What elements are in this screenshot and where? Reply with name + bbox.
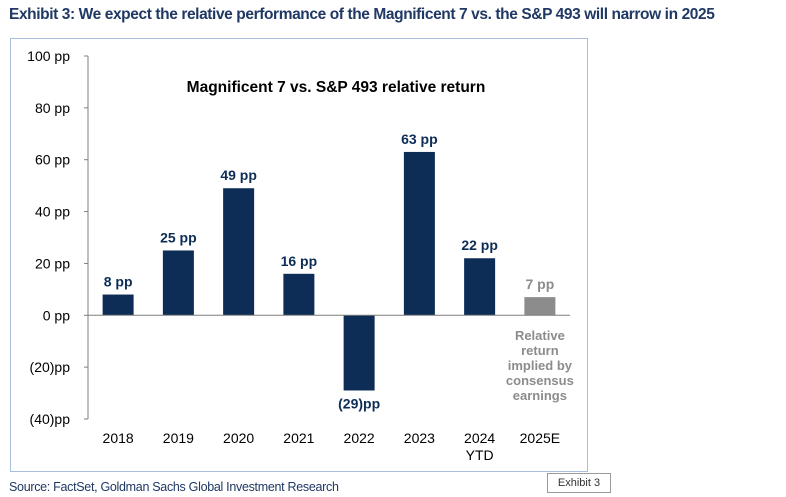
x-tick-label: YTD	[466, 447, 494, 463]
bar-2022	[343, 315, 375, 391]
y-tick-label: (20)pp	[30, 359, 71, 375]
data-label: 22 pp	[461, 237, 498, 253]
bar-2019	[162, 250, 194, 316]
x-tick-label: 2025E	[520, 430, 560, 446]
chart-frame	[10, 38, 588, 472]
bar-chart: Magnificent 7 vs. S&P 493 relative retur…	[27, 48, 574, 463]
y-tick-label: 40 pp	[35, 204, 70, 220]
exhibit-stamp: Exhibit 3	[547, 473, 611, 493]
data-label: 16 pp	[281, 253, 318, 269]
data-label: 7 pp	[525, 276, 554, 292]
bar-2020	[223, 188, 255, 316]
estimate-annotation: consensus	[506, 373, 574, 388]
bar-2018	[102, 294, 134, 316]
y-tick-label: 100 pp	[27, 48, 70, 64]
estimate-annotation: Relative	[515, 328, 565, 343]
bar-2025e	[524, 297, 556, 316]
x-tick-label: 2019	[163, 430, 194, 446]
estimate-annotation: earnings	[513, 388, 567, 403]
data-label: (29)pp	[338, 395, 380, 411]
x-tick-label: 2020	[223, 430, 254, 446]
y-tick-label: 20 pp	[35, 255, 70, 271]
y-tick-label: 0 pp	[43, 307, 70, 323]
x-tick-label: 2023	[404, 430, 435, 446]
estimate-annotation: implied by	[508, 358, 573, 373]
data-label: 63 pp	[401, 131, 438, 147]
chart-title: Magnificent 7 vs. S&P 493 relative retur…	[187, 79, 486, 96]
x-tick-label: 2022	[344, 430, 375, 446]
data-label: 25 pp	[160, 229, 197, 245]
y-tick-label: (40)pp	[30, 411, 71, 427]
x-tick-label: 2021	[283, 430, 314, 446]
y-tick-label: 80 pp	[35, 100, 70, 116]
bar-2024	[464, 258, 496, 316]
x-tick-label: 2018	[103, 430, 134, 446]
estimate-annotation: return	[521, 343, 559, 358]
data-label: 8 pp	[104, 274, 133, 290]
source-note: Source: FactSet, Goldman Sachs Global In…	[9, 480, 339, 494]
data-label: 49 pp	[220, 167, 257, 183]
bar-2023	[403, 151, 435, 316]
bar-2021	[283, 273, 315, 316]
x-tick-label: 2024	[464, 430, 495, 446]
y-tick-label: 60 pp	[35, 152, 70, 168]
exhibit-title: Exhibit 3: We expect the relative perfor…	[9, 6, 715, 23]
